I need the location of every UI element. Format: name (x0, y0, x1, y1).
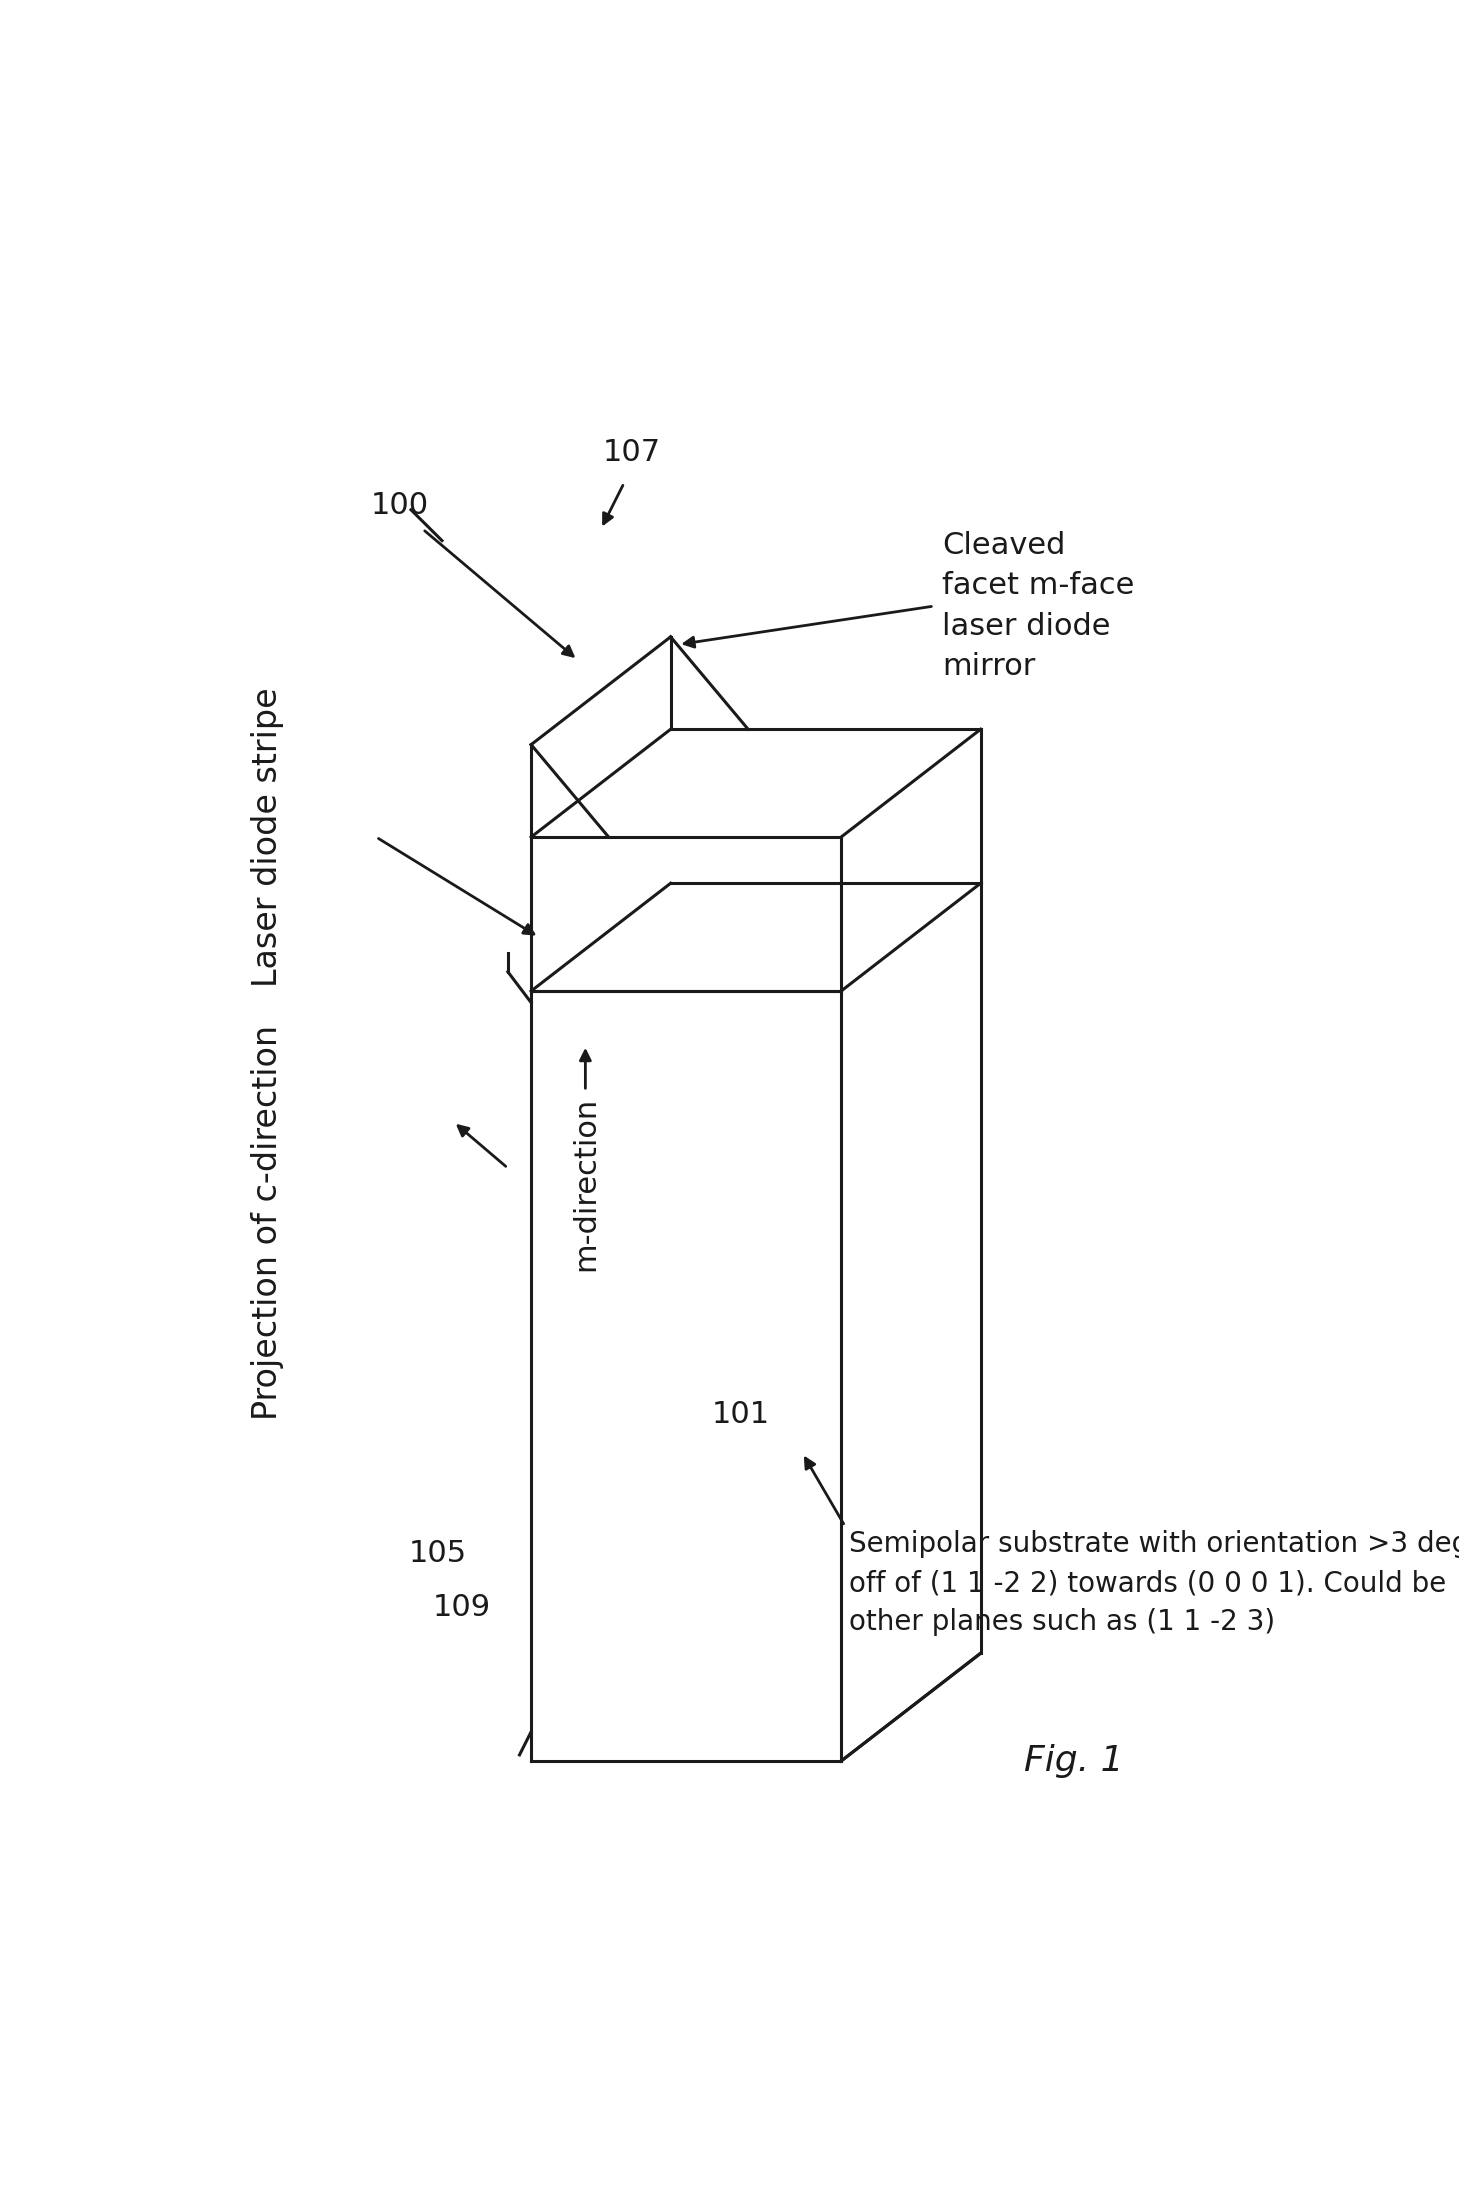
Text: Fig. 1: Fig. 1 (1024, 1745, 1123, 1778)
Text: Cleaved
facet m-face
laser diode
mirror: Cleaved facet m-face laser diode mirror (943, 531, 1134, 680)
Text: Laser diode stripe: Laser diode stripe (251, 687, 285, 988)
Text: 100: 100 (371, 492, 429, 520)
Text: 107: 107 (603, 437, 661, 468)
Text: Semipolar substrate with orientation >3 deg
off of (1 1 -2 2) towards (0 0 0 1).: Semipolar substrate with orientation >3 … (849, 1530, 1459, 1635)
Text: 105: 105 (409, 1539, 467, 1567)
Text: Projection of c-direction: Projection of c-direction (251, 1025, 285, 1420)
Text: 101: 101 (712, 1400, 769, 1429)
Text: m-direction: m-direction (570, 1098, 600, 1271)
Text: 109: 109 (432, 1594, 490, 1622)
